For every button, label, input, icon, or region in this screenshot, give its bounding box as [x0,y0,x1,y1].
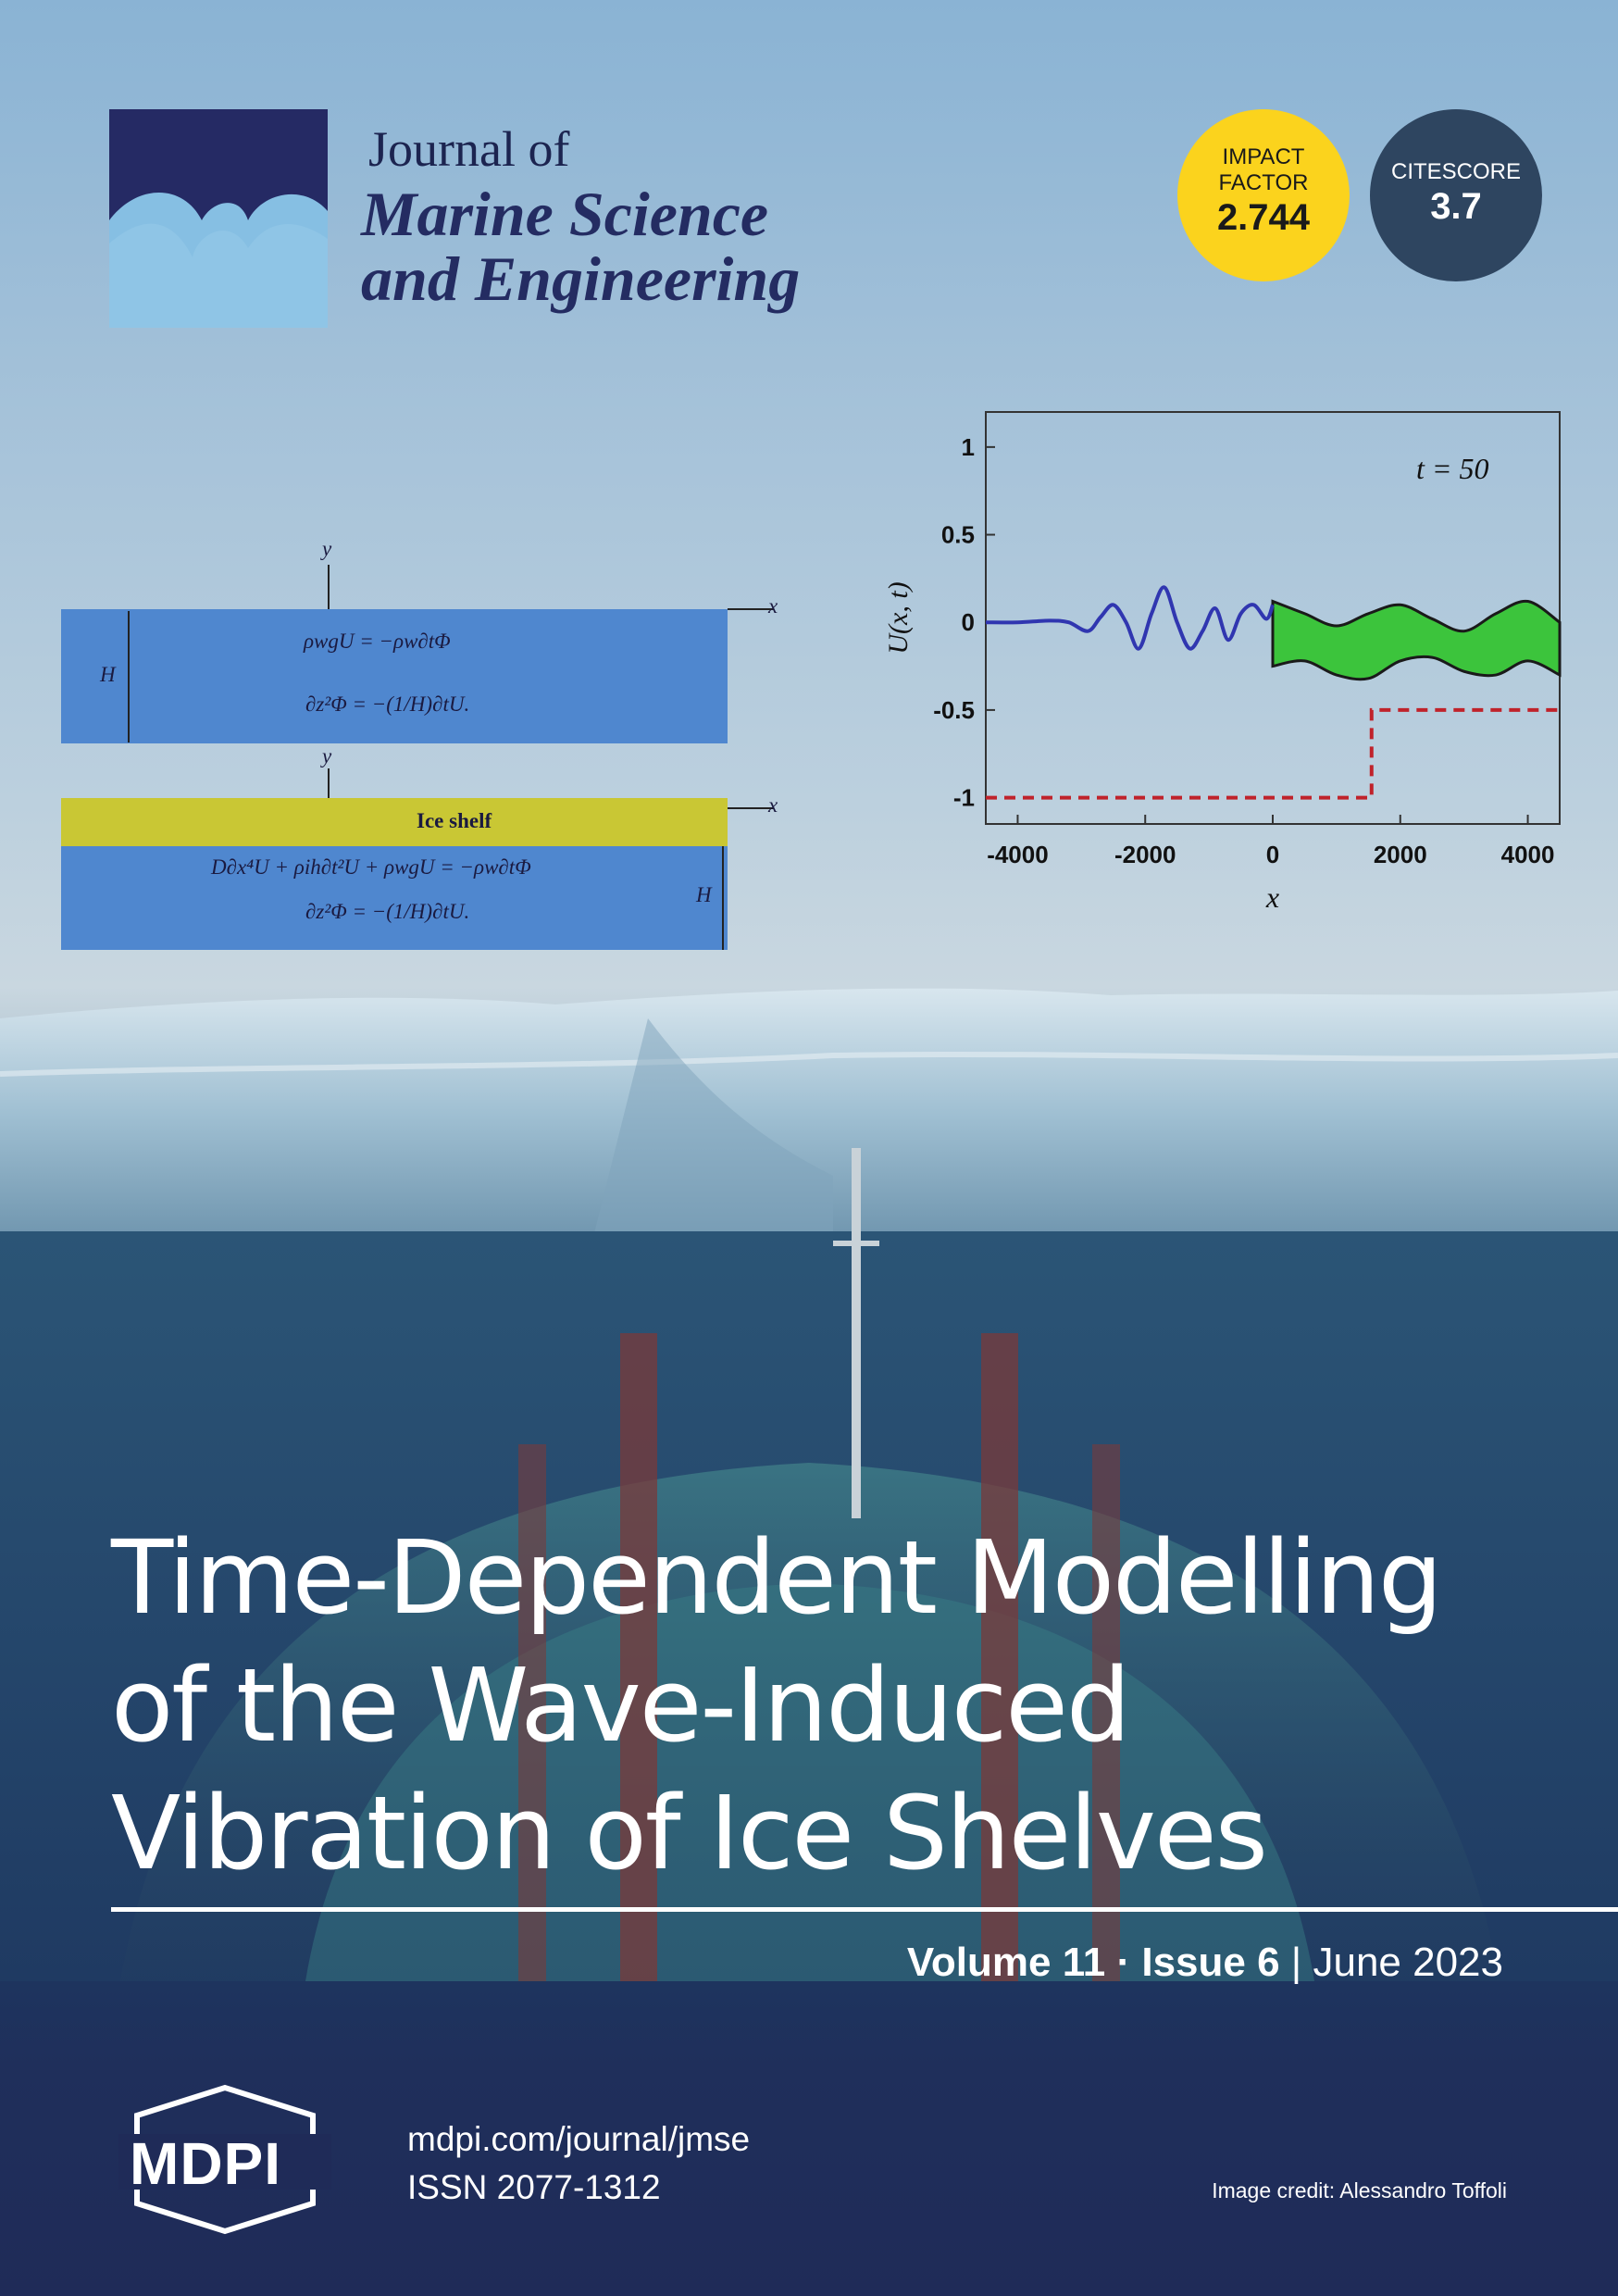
citescore-label: CITESCORE [1390,159,1521,184]
ice-shelf-ship-scene [0,988,1618,1981]
impact-factor-badge: IMPACT FACTOR 2.744 [1177,109,1350,281]
image-credit: Image credit: Alessandro Toffoli [1212,2178,1507,2202]
ice-shelf-displacement-band [1271,599,1562,681]
wave-logo-icon [109,109,328,328]
issue-divider: | [1279,1940,1313,1985]
y-axis-arrow-top [328,565,330,609]
ice-shelf-layer [61,798,728,846]
article-title-line2: of the Wave-Induced [111,1646,1131,1765]
title-divider [111,1907,1618,1912]
time-annotation: t = 50 [1416,452,1488,485]
x-tick-label: 0 [1266,841,1279,868]
y-tick-label: -1 [953,784,975,812]
mdpi-wordmark: MDPI [130,2130,281,2197]
equation-top-1: ρwgU = −ρw∂tΦ [304,630,451,653]
impact-factor-label-1: IMPACT [1222,144,1305,169]
y-axis-label-top: y [322,537,332,560]
y-tick-label: 0 [962,608,975,636]
equation-bottom-2: ∂z²Φ = −(1/H)∂tU. [305,900,470,923]
impact-factor-label-2: FACTOR [1218,170,1309,195]
y-tick-label: -0.5 [933,696,975,724]
issn: ISSN 2077-1312 [407,2168,661,2206]
ice-shelf-label: Ice shelf [417,809,492,832]
depth-bar-top [128,611,130,742]
mdpi-hexagon-icon [118,2084,331,2235]
y-axis-label-bottom: y [322,744,332,767]
equation-bottom-1: D∂x⁴U + ρih∂t²U + ρwgU = −ρw∂tΦ [211,855,531,879]
issue-date: June 2023 [1313,1940,1503,1985]
x-axis-label: x [1265,880,1279,914]
journal-url: mdpi.com/journal/jmse [407,2120,751,2158]
y-tick-label: 1 [962,433,975,461]
equation-top-2: ∂z²Φ = −(1/H)∂tU. [305,693,470,716]
issue-separator: · [1105,1940,1142,1985]
impact-factor-value: 2.744 [1216,197,1311,238]
x-axis-label-bottom: x [768,793,778,817]
issue-info: Volume 11 · Issue 6 | June 2023 [907,1940,1503,1986]
depth-label-bottom: H [696,883,712,906]
y-axis-label: U(x, t) [883,581,914,654]
journal-name-line3: and Engineering [361,243,801,314]
article-title-line1: Time-Dependent Modelling [111,1518,1443,1637]
y-axis-arrow-bottom [328,768,330,798]
depth-bar-bottom [722,846,724,950]
issue-number: Issue 6 [1141,1940,1280,1985]
x-axis-arrow-top [728,608,774,610]
x-tick-label: 2000 [1374,841,1427,868]
open-water-panel [61,609,728,743]
citescore-badge: CITESCORE 3.7 [1370,109,1542,281]
under-ice-water-panel [61,846,728,950]
x-tick-label: -4000 [987,841,1049,868]
mdpi-logo: MDPI [109,2083,341,2240]
incident-wave-line [985,585,1275,651]
y-tick-label: 0.5 [941,521,975,549]
x-tick-label: 4000 [1501,841,1555,868]
article-title-line3: Vibration of Ice Shelves [111,1774,1268,1892]
journal-name-line1: Journal of [368,121,570,177]
x-axis-arrow-bottom [728,807,774,809]
volume-number: Volume 11 [906,1940,1106,1985]
x-axis-label-top: x [768,594,778,618]
bathymetry-line [986,707,1560,800]
model-diagram: y x H ρwgU = −ρw∂tΦ ∂z²Φ = −(1/H)∂tU. y … [56,537,815,954]
depth-label-top: H [100,663,116,686]
x-tick-label: -2000 [1114,841,1176,868]
journal-name-line2: Marine Science [361,179,769,249]
citescore-value: 3.7 [1430,186,1482,227]
